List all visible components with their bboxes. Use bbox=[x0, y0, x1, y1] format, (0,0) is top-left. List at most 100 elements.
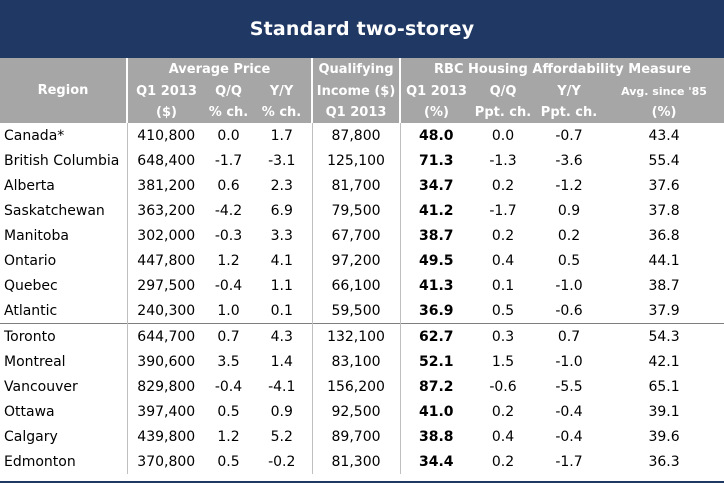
avg-cell: 36.3 bbox=[648, 453, 680, 470]
rbc-cell: 34.4 bbox=[399, 449, 473, 474]
header-region: Region bbox=[37, 83, 89, 98]
rbc-yy-cell: -1.0 bbox=[555, 277, 583, 294]
price-yy-cell: 1.7 bbox=[270, 127, 293, 144]
rbc-yy-cell: 0.7 bbox=[534, 323, 605, 349]
rbc-qq-cell: 0.5 bbox=[491, 302, 515, 319]
price-cell: 381,200 bbox=[126, 173, 205, 198]
income-cell: 67,700 bbox=[311, 223, 401, 248]
rbc-qq-cell: 0.2 bbox=[491, 453, 515, 470]
income-cell: 59,500 bbox=[311, 298, 401, 324]
avg-cell: 43.4 bbox=[648, 127, 680, 144]
rbc-cell: 87.2 bbox=[399, 374, 473, 399]
table-row: Atlantic 240,300 1.0 0.1 59,500 36.9 0.5 -0.6 37… bbox=[0, 298, 724, 324]
rbc-qq-cell: 0.2 bbox=[491, 403, 515, 420]
table-row: British Columbia 648,400 -1.7 -3.1 125,100 71… bbox=[0, 148, 724, 173]
price-qq-cell: -1.7 bbox=[214, 152, 243, 169]
rbc-qq-cell: -0.6 bbox=[489, 378, 517, 395]
table-row: Canada* 410,800 0.0 1.7 87,800 48.0 0.0 -0.7 43.… bbox=[0, 123, 724, 148]
price-qq-cell: -0.3 bbox=[214, 227, 243, 244]
avg-cell: 42.1 bbox=[648, 353, 680, 370]
rbc-yy-cell: -0.4 bbox=[555, 403, 583, 420]
rbc-cell: 49.5 bbox=[399, 248, 473, 273]
price-qq-cell: 0.5 bbox=[217, 403, 240, 420]
price-cell: 410,800 bbox=[126, 123, 205, 148]
price-cell: 648,400 bbox=[126, 148, 205, 173]
price-cell: 240,300 bbox=[126, 298, 205, 324]
header-price-unit: ($) bbox=[126, 102, 205, 123]
avg-cell: 54.3 bbox=[604, 323, 724, 349]
income-cell: 132,100 bbox=[311, 323, 401, 349]
price-yy-cell: 0.1 bbox=[270, 302, 293, 319]
avg-cell: 55.4 bbox=[648, 152, 680, 169]
region-cell: Quebec bbox=[4, 277, 58, 294]
region-cell: Alberta bbox=[4, 177, 55, 194]
price-qq-cell: -4.2 bbox=[214, 202, 243, 219]
table-row: Vancouver 829,800 -0.4 -4.1 156,200 87.2 -0.6 -… bbox=[0, 374, 724, 399]
header-rbc-qq-unit: Ppt. ch. bbox=[474, 105, 532, 120]
income-cell: 83,100 bbox=[311, 349, 401, 374]
price-yy-cell: 2.3 bbox=[270, 177, 293, 194]
income-cell: 92,500 bbox=[311, 399, 401, 424]
rbc-cell: 41.2 bbox=[399, 198, 473, 223]
header-rbc-qq: Q/Q bbox=[489, 84, 517, 99]
region-cell: Ottawa bbox=[4, 403, 55, 420]
rbc-yy-cell: -0.6 bbox=[555, 302, 583, 319]
rbc-cell: 34.7 bbox=[399, 173, 473, 198]
table-row: Alberta 381,200 0.6 2.3 81,700 34.7 0.2 -1.2 37.… bbox=[0, 173, 724, 198]
affordability-table: Region Average Price Qualifying RBC Hous… bbox=[0, 58, 724, 474]
rbc-qq-cell: 0.4 bbox=[491, 252, 515, 269]
region-cell: Ontario bbox=[4, 252, 57, 269]
table-row: Ottawa 397,400 0.5 0.9 92,500 41.0 0.2 -0.4 39.1 bbox=[0, 399, 724, 424]
rbc-cell: 38.8 bbox=[399, 424, 473, 449]
rbc-qq-cell: -1.7 bbox=[489, 202, 517, 219]
rbc-cell: 38.7 bbox=[399, 223, 473, 248]
table-row: Saskatchewan 363,200 -4.2 6.9 79,500 41.2 -1.7… bbox=[0, 198, 724, 223]
table-row: Toronto 644,700 0.7 4.3 132,100 62.7 0.3 0.7 54.… bbox=[0, 323, 724, 349]
avg-cell: 65.1 bbox=[648, 378, 680, 395]
income-cell: 156,200 bbox=[311, 374, 401, 399]
header-rbc-avg-unit: (%) bbox=[651, 105, 677, 120]
avg-cell: 38.7 bbox=[648, 277, 680, 294]
price-qq-cell: 1.0 bbox=[217, 302, 240, 319]
price-yy-cell: 3.3 bbox=[270, 227, 293, 244]
price-qq-cell: -0.4 bbox=[214, 378, 243, 395]
bottom-rule bbox=[0, 481, 724, 483]
region-cell: Vancouver bbox=[4, 378, 78, 395]
rbc-cell: 41.3 bbox=[399, 273, 473, 298]
price-yy-cell: 6.9 bbox=[270, 202, 293, 219]
region-cell: Saskatchewan bbox=[4, 202, 105, 219]
income-cell: 81,300 bbox=[311, 449, 401, 474]
region-cell: Atlantic bbox=[4, 302, 58, 319]
income-cell: 89,700 bbox=[311, 424, 401, 449]
rbc-yy-cell: -5.5 bbox=[555, 378, 583, 395]
header-rbc-avg: Avg. since '85 bbox=[621, 85, 707, 98]
region-cell: Canada* bbox=[4, 127, 65, 144]
price-cell: 447,800 bbox=[126, 248, 205, 273]
price-qq-cell: 1.2 bbox=[217, 428, 240, 445]
price-yy-cell: 4.3 bbox=[252, 323, 313, 349]
header-price-qq: Q/Q bbox=[215, 84, 242, 99]
header-price-yy: Y/Y bbox=[269, 84, 294, 99]
price-cell: 439,800 bbox=[126, 424, 205, 449]
avg-cell: 39.1 bbox=[648, 403, 680, 420]
price-yy-cell: -3.1 bbox=[268, 152, 296, 169]
rbc-qq-cell: 0.4 bbox=[491, 428, 515, 445]
price-qq-cell: 0.5 bbox=[217, 453, 240, 470]
rbc-yy-cell: -3.6 bbox=[555, 152, 583, 169]
table-row: Edmonton 370,800 0.5 -0.2 81,300 34.4 0.2 -1.7 3… bbox=[0, 449, 724, 474]
avg-cell: 37.8 bbox=[648, 202, 680, 219]
header-rbc-yy-unit: Ppt. ch. bbox=[540, 105, 598, 120]
header-price-yy-unit: % ch. bbox=[261, 105, 302, 120]
price-qq-cell: 0.0 bbox=[217, 127, 240, 144]
price-cell: 397,400 bbox=[126, 399, 205, 424]
rbc-cell: 71.3 bbox=[399, 148, 473, 173]
price-cell: 829,800 bbox=[126, 374, 205, 399]
rbc-yy-cell: 0.2 bbox=[557, 227, 581, 244]
avg-cell: 39.6 bbox=[648, 428, 680, 445]
header-qualifying-period: Q1 2013 bbox=[311, 102, 401, 123]
income-cell: 66,100 bbox=[311, 273, 401, 298]
income-cell: 125,100 bbox=[311, 148, 401, 173]
price-yy-cell: 5.2 bbox=[270, 428, 293, 445]
region-cell: Edmonton bbox=[4, 453, 76, 470]
